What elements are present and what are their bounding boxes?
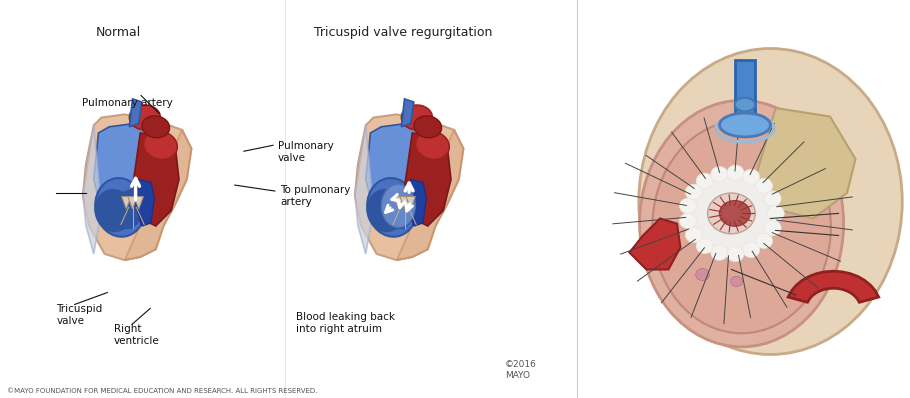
Polygon shape bbox=[397, 130, 463, 260]
Text: Pulmonary
valve: Pulmonary valve bbox=[278, 141, 333, 163]
Polygon shape bbox=[399, 197, 410, 209]
Polygon shape bbox=[401, 99, 414, 127]
Ellipse shape bbox=[416, 131, 450, 160]
Text: Right
ventricle: Right ventricle bbox=[114, 324, 159, 346]
Ellipse shape bbox=[711, 166, 728, 182]
Ellipse shape bbox=[743, 242, 760, 258]
Ellipse shape bbox=[731, 276, 743, 287]
Ellipse shape bbox=[142, 116, 169, 138]
Ellipse shape bbox=[711, 245, 728, 260]
Polygon shape bbox=[83, 114, 191, 260]
Polygon shape bbox=[355, 114, 463, 260]
Text: Pulmonary artery: Pulmonary artery bbox=[82, 98, 173, 107]
Text: To pulmonary
artery: To pulmonary artery bbox=[280, 185, 350, 207]
Ellipse shape bbox=[720, 201, 750, 226]
Ellipse shape bbox=[685, 227, 703, 242]
Ellipse shape bbox=[685, 184, 703, 199]
Polygon shape bbox=[377, 187, 423, 229]
Polygon shape bbox=[129, 99, 142, 127]
Polygon shape bbox=[134, 197, 144, 209]
Ellipse shape bbox=[696, 173, 713, 189]
Ellipse shape bbox=[640, 100, 844, 347]
Ellipse shape bbox=[367, 178, 417, 237]
Ellipse shape bbox=[696, 238, 713, 254]
Text: Tricuspid
valve: Tricuspid valve bbox=[56, 304, 103, 326]
Ellipse shape bbox=[743, 169, 760, 185]
Ellipse shape bbox=[680, 198, 696, 214]
Ellipse shape bbox=[696, 269, 709, 281]
Polygon shape bbox=[366, 124, 448, 229]
Polygon shape bbox=[125, 130, 191, 260]
Ellipse shape bbox=[96, 178, 145, 237]
Text: Tricuspid valve regurgitation: Tricuspid valve regurgitation bbox=[314, 26, 492, 39]
Polygon shape bbox=[753, 108, 855, 219]
FancyBboxPatch shape bbox=[577, 0, 910, 398]
Ellipse shape bbox=[764, 220, 781, 236]
Text: ©MAYO FOUNDATION FOR MEDICAL EDUCATION AND RESEARCH. ALL RIGHTS RESERVED.: ©MAYO FOUNDATION FOR MEDICAL EDUCATION A… bbox=[7, 388, 318, 394]
Ellipse shape bbox=[381, 184, 415, 228]
Polygon shape bbox=[122, 197, 131, 209]
Ellipse shape bbox=[755, 233, 773, 248]
Polygon shape bbox=[630, 219, 681, 269]
FancyBboxPatch shape bbox=[0, 0, 577, 398]
Polygon shape bbox=[394, 197, 403, 209]
Polygon shape bbox=[405, 133, 451, 226]
Polygon shape bbox=[734, 60, 755, 125]
Ellipse shape bbox=[727, 246, 744, 261]
Ellipse shape bbox=[684, 171, 778, 256]
Ellipse shape bbox=[734, 98, 755, 111]
Polygon shape bbox=[406, 197, 415, 209]
Ellipse shape bbox=[367, 189, 405, 232]
Ellipse shape bbox=[755, 178, 773, 193]
Ellipse shape bbox=[764, 191, 781, 206]
Ellipse shape bbox=[720, 113, 771, 137]
Ellipse shape bbox=[708, 193, 755, 234]
Ellipse shape bbox=[767, 206, 784, 221]
Ellipse shape bbox=[401, 105, 432, 130]
Polygon shape bbox=[136, 179, 154, 226]
Polygon shape bbox=[788, 271, 879, 302]
Polygon shape bbox=[127, 197, 137, 209]
Ellipse shape bbox=[680, 213, 696, 228]
Ellipse shape bbox=[652, 121, 831, 333]
Ellipse shape bbox=[95, 189, 134, 232]
Polygon shape bbox=[408, 179, 426, 226]
Text: ©2016
MAYO: ©2016 MAYO bbox=[505, 360, 537, 380]
Polygon shape bbox=[83, 125, 102, 254]
Ellipse shape bbox=[414, 116, 441, 138]
Ellipse shape bbox=[639, 49, 902, 355]
Text: Normal: Normal bbox=[96, 26, 141, 39]
Polygon shape bbox=[133, 133, 179, 226]
Ellipse shape bbox=[727, 165, 744, 180]
Text: Right
atrium: Right atrium bbox=[35, 187, 69, 209]
Polygon shape bbox=[105, 187, 151, 229]
Polygon shape bbox=[355, 125, 373, 254]
Ellipse shape bbox=[767, 206, 784, 221]
Polygon shape bbox=[94, 124, 176, 229]
Ellipse shape bbox=[144, 131, 177, 160]
Ellipse shape bbox=[129, 105, 160, 130]
Text: Blood leaking back
into right atruim: Blood leaking back into right atruim bbox=[296, 312, 395, 334]
